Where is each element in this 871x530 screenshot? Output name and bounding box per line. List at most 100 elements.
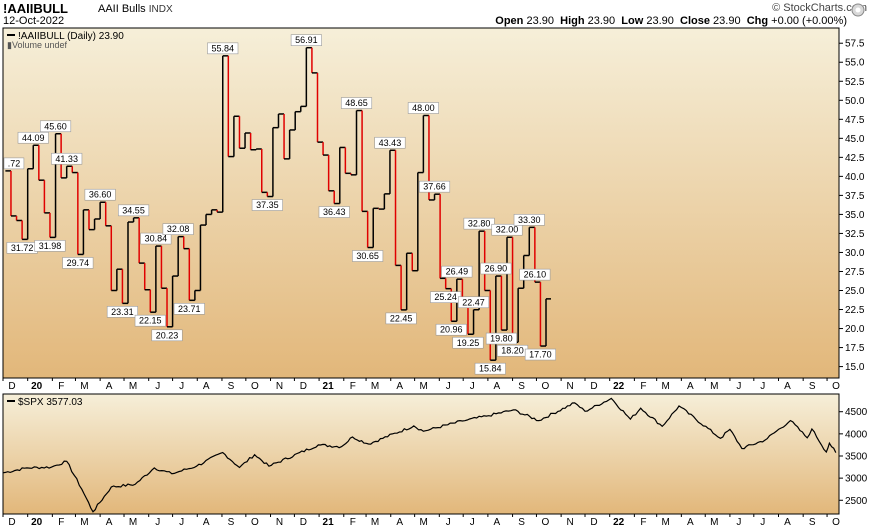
spx-x-month-label: M bbox=[419, 517, 427, 528]
ohlc-readout: Open 23.90 High 23.90 Low 23.90 Close 23… bbox=[495, 15, 847, 27]
bulls-x-month-label: D bbox=[300, 381, 307, 392]
bulls-y-tick-label: 27.5 bbox=[845, 267, 865, 278]
spx-x-month-label: J bbox=[470, 517, 475, 528]
bulls-data-label: 36.43 bbox=[323, 207, 346, 217]
spx-x-month-label: J bbox=[446, 517, 451, 528]
spx-y-axis: 2500 3000 3500 4000 4500 bbox=[839, 407, 868, 507]
bulls-x-month-label: 21 bbox=[323, 381, 335, 392]
bulls-x-month-label: S bbox=[518, 381, 525, 392]
bulls-x-month-label: D bbox=[590, 381, 597, 392]
bulls-data-label-box bbox=[491, 223, 523, 236]
bulls-data-label-box bbox=[17, 131, 49, 144]
bulls-x-month-label: F bbox=[58, 381, 64, 392]
bulls-x-month-label: A bbox=[784, 381, 791, 392]
bulls-x-month-label: N bbox=[276, 381, 283, 392]
bulls-data-label: 26.10 bbox=[524, 270, 547, 280]
spx-x-month-label: 21 bbox=[323, 517, 335, 528]
spx-series bbox=[2, 397, 837, 513]
bulls-x-month-label: J bbox=[155, 381, 160, 392]
open-value: 23.90 bbox=[526, 15, 554, 27]
close-value: 23.90 bbox=[713, 15, 741, 27]
bulls-data-label: 19.25 bbox=[457, 338, 480, 348]
chg-value: +0.00 (+0.00%) bbox=[771, 15, 847, 27]
spx-x-month-label: A bbox=[203, 517, 210, 528]
bulls-data-label: 31.72 bbox=[11, 243, 34, 253]
volume-legend-text: ▮Volume undef bbox=[7, 40, 67, 50]
bulls-x-month-label: N bbox=[567, 381, 574, 392]
spx-x-month-label: O bbox=[832, 517, 840, 528]
bulls-y-tick-label: 57.5 bbox=[845, 39, 865, 50]
bulls-data-labels: .72 31.72 44.09 31.98 45.60 41.33 29.74 36.60 23… bbox=[3, 34, 556, 375]
spx-x-month-label: J bbox=[155, 517, 160, 528]
bulls-data-label: 36.60 bbox=[89, 190, 112, 200]
spx-x-month-label: F bbox=[58, 517, 64, 528]
spx-x-month-label: S bbox=[228, 517, 235, 528]
bulls-data-label-box bbox=[519, 268, 551, 281]
bulls-data-label: 19.80 bbox=[490, 334, 513, 344]
bulls-x-month-label: S bbox=[809, 381, 816, 392]
bulls-data-label-box bbox=[513, 214, 545, 226]
bulls-data-label: 22.15 bbox=[139, 316, 162, 326]
bulls-data-label-box bbox=[151, 329, 183, 342]
bulls-data-label-box bbox=[251, 199, 283, 211]
bulls-y-tick-label: 15.0 bbox=[845, 362, 865, 373]
spx-x-month-label: N bbox=[276, 517, 283, 528]
bulls-data-label-box bbox=[524, 348, 556, 361]
bulls-data-label-box bbox=[407, 102, 439, 114]
bulls-data-label: 32.00 bbox=[496, 225, 519, 235]
bulls-data-label-box bbox=[34, 240, 66, 252]
bulls-data-label-box bbox=[452, 336, 484, 349]
bulls-y-tick-label: 35.0 bbox=[845, 210, 865, 221]
spx-x-month-label: A bbox=[106, 517, 113, 528]
bulls-x-axis: D 20 F M A M J J A S O N D 21 F M A M J J A S O N D 22 F M A M J J A S O bbox=[2, 378, 840, 392]
bulls-data-label-box bbox=[457, 296, 490, 309]
bulls-x-month-label: M bbox=[662, 381, 670, 392]
spx-x-month-label: M bbox=[371, 517, 379, 528]
spx-x-month-label: D bbox=[300, 517, 307, 528]
bulls-x-month-label: O bbox=[832, 381, 840, 392]
bulls-data-label: 22.47 bbox=[462, 297, 485, 307]
spx-legend-title: $SPX 3577.03 bbox=[18, 397, 83, 408]
spx-x-month-label: S bbox=[518, 517, 525, 528]
bulls-data-label: 26.90 bbox=[485, 264, 508, 274]
chart-name-text: AAII Bulls bbox=[98, 3, 146, 15]
spx-x-month-label: M bbox=[662, 517, 670, 528]
spx-x-month-label: A bbox=[687, 517, 694, 528]
bulls-data-label-box bbox=[118, 204, 150, 217]
bulls-legend: !AAIIBULL (Daily) 23.90 ▮Volume undef bbox=[7, 31, 124, 50]
bulls-data-label: 56.91 bbox=[295, 35, 318, 45]
bulls-x-month-label: J bbox=[736, 381, 741, 392]
bulls-data-label: 43.43 bbox=[379, 138, 402, 148]
open-label: Open bbox=[495, 15, 524, 27]
bulls-data-label: 55.84 bbox=[211, 43, 234, 53]
bulls-x-month-label: M bbox=[80, 381, 88, 392]
bulls-data-label: 20.23 bbox=[156, 330, 179, 340]
bulls-y-tick-label: 40.0 bbox=[845, 172, 865, 183]
bulls-data-label-box bbox=[463, 217, 495, 230]
bulls-data-label: 34.55 bbox=[122, 205, 145, 215]
spx-x-axis: D 20 F M A M J J A S O N D 21 F M A M J J A S O N D 22 F M A M J J A S O bbox=[2, 514, 840, 528]
bulls-data-label: 37.66 bbox=[423, 182, 446, 192]
bulls-data-label-box bbox=[485, 332, 517, 345]
bulls-y-tick-label: 45.0 bbox=[845, 134, 865, 145]
bulls-x-month-label: J bbox=[446, 381, 451, 392]
spx-x-month-label: O bbox=[251, 517, 259, 528]
bulls-x-month-label: M bbox=[371, 381, 379, 392]
bulls-data-label: 22.45 bbox=[390, 313, 413, 323]
bulls-x-month-label: M bbox=[419, 381, 427, 392]
bulls-data-label: 23.31 bbox=[111, 307, 134, 317]
bulls-data-label-box bbox=[134, 314, 166, 327]
bulls-data-label: 45.60 bbox=[44, 121, 67, 131]
bulls-x-month-label: 22 bbox=[613, 381, 625, 392]
bulls-x-month-label: A bbox=[687, 381, 694, 392]
bulls-data-label-box bbox=[374, 136, 406, 149]
bulls-data-label: 25.24 bbox=[434, 292, 457, 302]
bulls-data-label: .72 bbox=[8, 158, 21, 168]
bulls-data-label-box bbox=[385, 312, 417, 325]
bulls-x-month-label: O bbox=[542, 381, 550, 392]
bulls-data-label: 48.00 bbox=[412, 103, 435, 113]
bulls-data-label-box bbox=[207, 42, 239, 55]
bulls-x-month-label: F bbox=[350, 381, 356, 392]
bulls-data-label-box bbox=[418, 180, 451, 193]
spx-x-month-label: M bbox=[129, 517, 137, 528]
